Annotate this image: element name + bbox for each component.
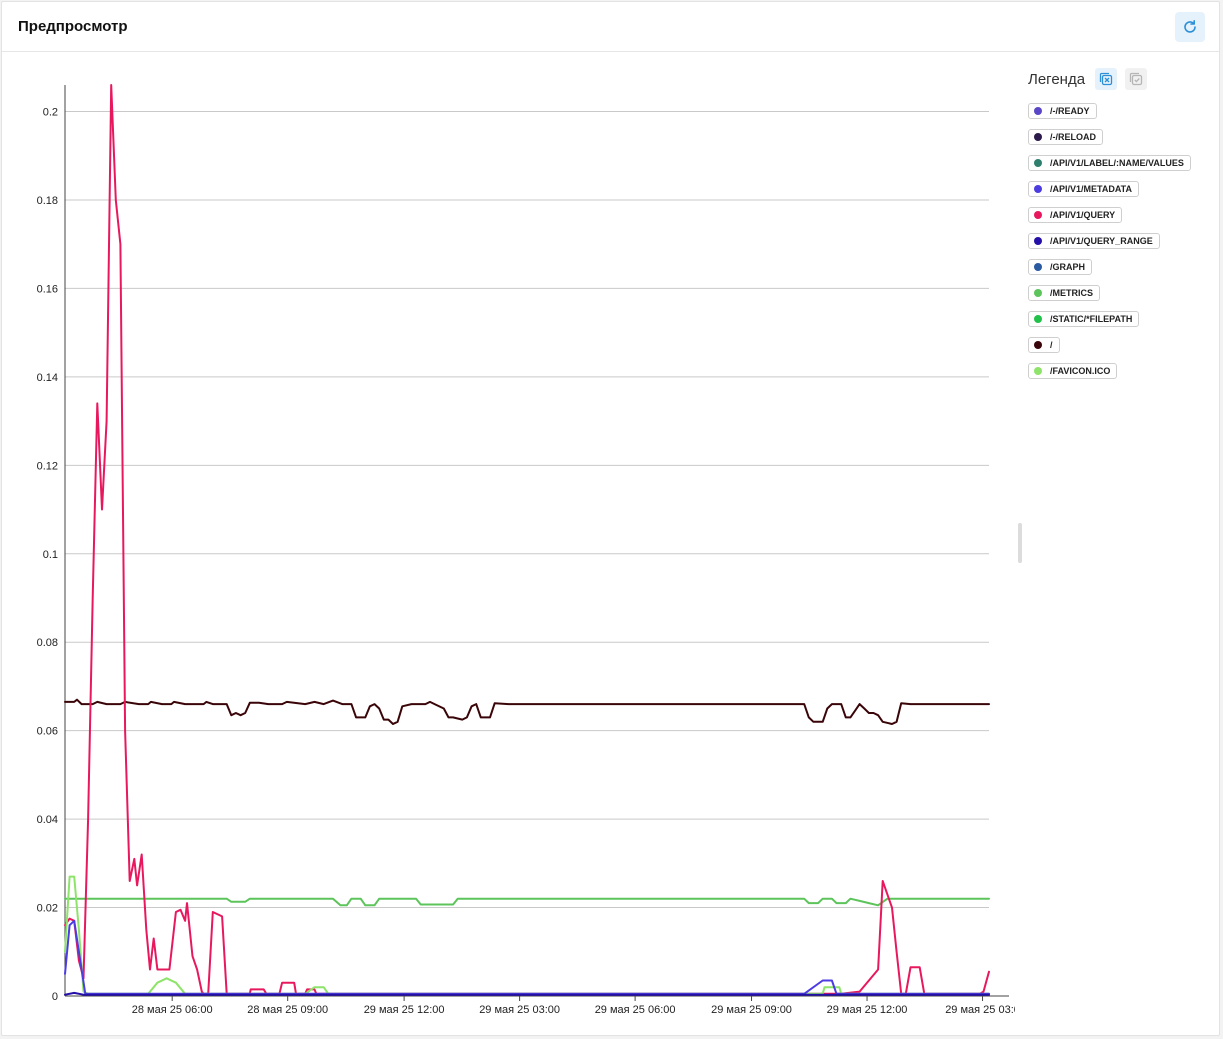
legend-color-dot-icon xyxy=(1034,237,1042,245)
legend-row: /STATIC/*FILEPATH xyxy=(1028,310,1213,336)
y-tick-label: 0.02 xyxy=(37,903,58,915)
legend-item-label: /-/RELOAD xyxy=(1050,132,1096,142)
legend-color-dot-icon xyxy=(1034,289,1042,297)
show-all-series-button[interactable] xyxy=(1125,68,1148,90)
x-tick-label: 29 мая 25 12:00 xyxy=(827,1004,908,1016)
legend-row: /API/V1/QUERY xyxy=(1028,206,1213,232)
x-tick-label: 29 мая 25 09:00 xyxy=(711,1004,792,1016)
refresh-icon xyxy=(1184,20,1196,33)
legend-color-dot-icon xyxy=(1034,341,1042,349)
legend-color-dot-icon xyxy=(1034,185,1042,193)
y-tick-label: 0.06 xyxy=(37,726,58,738)
legend-item-label: /API/V1/METADATA xyxy=(1050,184,1133,194)
legend-item[interactable]: /API/V1/LABEL/:NAME/VALUES xyxy=(1028,155,1191,171)
legend-item[interactable]: /API/V1/QUERY xyxy=(1028,207,1123,223)
legend-row: /GRAPH xyxy=(1028,258,1213,284)
x-tick-label: 29 мая 25 03:0 xyxy=(945,1004,1015,1016)
legend-item[interactable]: /-/READY xyxy=(1028,103,1097,119)
legend: Легенда /-/READY /-/RELOAD/API/V1/LABEL/:… xyxy=(1028,66,1213,388)
legend-row: /FAVICON.ICO xyxy=(1028,362,1213,388)
series-line xyxy=(64,875,990,995)
legend-title: Легенда xyxy=(1028,70,1086,88)
legend-color-dot-icon xyxy=(1034,159,1042,167)
legend-color-dot-icon xyxy=(1034,367,1042,375)
series-line xyxy=(64,897,990,907)
y-tick-label: 0.18 xyxy=(37,195,58,207)
hide-all-series-button[interactable] xyxy=(1095,68,1118,90)
legend-header: Легенда xyxy=(1028,66,1213,92)
legend-row: /API/V1/LABEL/:NAME/VALUES xyxy=(1028,154,1213,180)
series-line xyxy=(64,84,990,995)
x-tick-label: 29 мая 25 12:00 xyxy=(364,1004,445,1016)
legend-row: /-/RELOAD xyxy=(1028,128,1213,154)
legend-item[interactable]: /FAVICON.ICO xyxy=(1028,363,1118,379)
series-line xyxy=(64,919,990,995)
y-tick-label: 0.2 xyxy=(43,107,58,119)
legend-item-label: /STATIC/*FILEPATH xyxy=(1050,314,1133,324)
chart-area[interactable]: 0 0.02 0.04 0.06 0.08 0.1 0.12 0.14 0.16 0.18 0.2 2… xyxy=(0,50,1020,1034)
legend-item[interactable]: /METRICS xyxy=(1028,285,1101,301)
y-tick-label: 0 xyxy=(52,991,58,1003)
y-tick-label: 0.08 xyxy=(37,637,58,649)
series-line xyxy=(64,698,990,725)
show-all-icon xyxy=(1129,72,1143,86)
y-tick-label: 0.14 xyxy=(37,372,58,384)
legend-item-label: /API/V1/LABEL/:NAME/VALUES xyxy=(1050,158,1184,168)
y-tick-label: 0.12 xyxy=(37,460,58,472)
legend-item[interactable]: / xyxy=(1028,337,1060,353)
line-chart[interactable]: 0 0.02 0.04 0.06 0.08 0.1 0.12 0.14 0.16 0.18 0.2 2… xyxy=(0,50,1020,1034)
legend-item[interactable]: /-/RELOAD xyxy=(1028,129,1103,145)
legend-item-label: /API/V1/QUERY xyxy=(1050,210,1116,220)
legend-row: /API/V1/METADATA xyxy=(1028,180,1213,206)
x-tick-label: 28 мая 25 09:00 xyxy=(247,1004,328,1016)
x-tick-label: 29 мая 25 06:00 xyxy=(595,1004,676,1016)
series-line xyxy=(64,991,990,996)
refresh-button[interactable] xyxy=(1175,12,1205,42)
legend-item-label: /API/V1/QUERY_RANGE xyxy=(1050,236,1153,246)
y-tick-label: 0.04 xyxy=(37,814,58,826)
legend-color-dot-icon xyxy=(1034,315,1042,323)
legend-item[interactable]: /API/V1/METADATA xyxy=(1028,181,1140,197)
legend-item-label: /GRAPH xyxy=(1050,262,1086,272)
legend-item-label: /FAVICON.ICO xyxy=(1050,366,1111,376)
y-tick-label: 0.1 xyxy=(43,549,58,561)
legend-color-dot-icon xyxy=(1034,107,1042,115)
y-tick-label: 0.16 xyxy=(37,283,58,295)
panel-header: Предпросмотр xyxy=(2,2,1219,52)
resize-handle[interactable] xyxy=(1018,523,1022,563)
legend-item[interactable]: /GRAPH xyxy=(1028,259,1093,275)
legend-color-dot-icon xyxy=(1034,133,1042,141)
legend-item-label: / xyxy=(1050,340,1053,350)
legend-row: / xyxy=(1028,336,1213,362)
legend-row: /API/V1/QUERY_RANGE xyxy=(1028,232,1213,258)
hide-all-icon xyxy=(1099,72,1113,86)
legend-item[interactable]: /API/V1/QUERY_RANGE xyxy=(1028,233,1160,249)
x-tick-label: 28 мая 25 06:00 xyxy=(132,1004,213,1016)
legend-row: /METRICS xyxy=(1028,284,1213,310)
legend-items: /-/READY /-/RELOAD/API/V1/LABEL/:NAME/VAL… xyxy=(1028,102,1213,388)
legend-row: /-/READY xyxy=(1028,102,1213,128)
legend-item-label: /METRICS xyxy=(1050,288,1094,298)
legend-color-dot-icon xyxy=(1034,211,1042,219)
legend-color-dot-icon xyxy=(1034,263,1042,271)
legend-item-label: /-/READY xyxy=(1050,106,1090,116)
page-title: Предпросмотр xyxy=(18,18,128,35)
legend-item[interactable]: /STATIC/*FILEPATH xyxy=(1028,311,1140,327)
x-tick-label: 29 мая 25 03:00 xyxy=(479,1004,560,1016)
